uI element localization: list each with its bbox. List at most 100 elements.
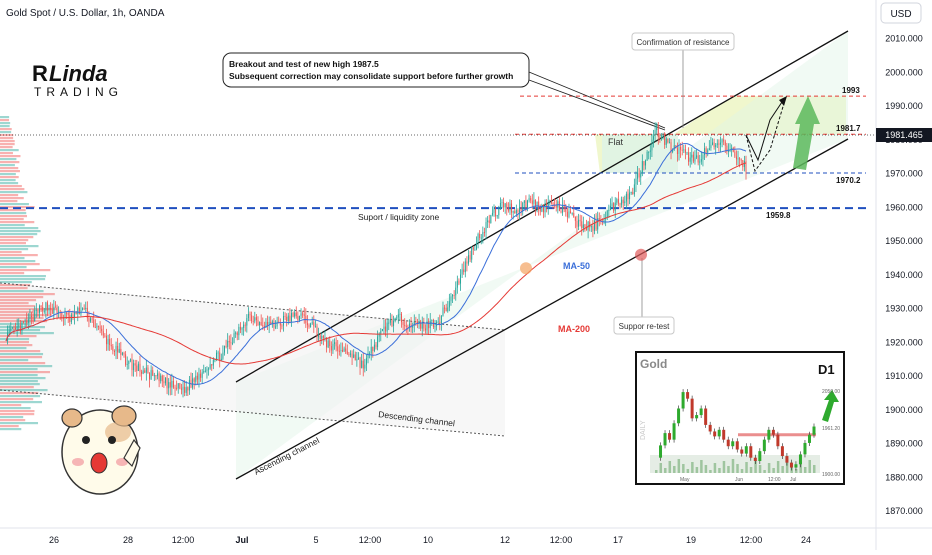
candle-body [15, 327, 17, 330]
volume-profile-bar [0, 389, 48, 392]
candle-body [209, 364, 211, 369]
candle-body [276, 321, 278, 327]
volume-profile-bar [0, 401, 42, 404]
candle-body [260, 322, 262, 326]
candle-body [217, 352, 219, 354]
candle-body [530, 198, 532, 201]
candle-body [123, 353, 125, 355]
candle-body [630, 192, 632, 194]
candle-body [689, 157, 691, 162]
candle-body [61, 313, 63, 318]
volume-profile-bar [0, 347, 27, 350]
volume-profile-bar [0, 152, 13, 155]
candle-body [547, 203, 549, 209]
candle-body [286, 316, 288, 322]
candle-body [351, 353, 353, 358]
candle-body [490, 215, 492, 223]
inset-volume-bar [794, 469, 798, 473]
candle-body [212, 359, 214, 366]
currency-button[interactable]: USD [890, 9, 911, 20]
candle-body [152, 370, 154, 376]
volume-profile-bar [0, 128, 12, 131]
candle-body [198, 373, 200, 380]
volume-profile-bar [0, 293, 55, 296]
candle-body [69, 315, 71, 322]
currency-button-frame[interactable] [880, 2, 922, 24]
volume-profile-bar [0, 413, 35, 416]
volume-profile-bar [0, 116, 10, 119]
inset-xtick-0: May [680, 477, 690, 483]
volume-profile-bar [0, 299, 37, 302]
candle-body [662, 135, 664, 138]
candle-body [164, 377, 166, 384]
inset-volume-bar [677, 459, 681, 473]
candle-body [726, 145, 728, 152]
candle-body [743, 161, 745, 168]
candle-body [281, 325, 283, 327]
y-tick-label: 1990.000 [885, 101, 923, 111]
candle-body [477, 234, 479, 244]
candle-body [216, 352, 218, 360]
candle-body [641, 161, 643, 174]
volume-profile-bar [0, 281, 32, 284]
candle-body [603, 219, 605, 223]
logo-name: Linda [49, 61, 108, 86]
candle-body [613, 203, 615, 211]
retest-marker [635, 248, 647, 261]
volume-profile-bar [0, 248, 29, 251]
candle-body [252, 320, 254, 322]
candle-body [131, 359, 133, 371]
candle-body [405, 325, 407, 327]
ascending-channel-lower [235, 138, 849, 480]
candle-body [362, 360, 364, 369]
candle-body [519, 207, 521, 213]
candle-body [724, 141, 726, 146]
inset-candle [686, 392, 690, 399]
inset-candle [699, 408, 703, 416]
candle-body [18, 325, 20, 327]
x-tick-label: Jul [235, 535, 248, 545]
candle-body [515, 210, 517, 214]
volume-profile-bar [0, 260, 36, 263]
candle-body [184, 386, 186, 393]
flat-label: Flat [608, 137, 624, 147]
volume-profile-bar [0, 386, 34, 389]
candle-body [185, 387, 187, 393]
candle-body [308, 325, 310, 328]
candle-body [420, 321, 422, 329]
candle-body [458, 280, 460, 284]
candle-body [522, 202, 524, 212]
inset-ytick-0: 2050.00 [822, 389, 840, 395]
candle-body [271, 321, 273, 325]
candle-body [126, 363, 128, 365]
inset-candle [812, 426, 816, 435]
volume-profile-bar [0, 419, 26, 422]
candle-body [691, 154, 693, 158]
candle-body [399, 313, 401, 315]
candle-body [101, 328, 103, 332]
candle-body [474, 249, 476, 251]
candle-body [678, 146, 680, 155]
volume-profile-bar [0, 218, 24, 221]
candle-body [21, 321, 23, 332]
candle-body [501, 202, 503, 204]
inset-volume-bar [731, 459, 735, 473]
x-tick-label: 10 [423, 535, 433, 545]
candle-body [88, 318, 90, 322]
candle-body [238, 326, 240, 336]
candle-body [546, 203, 548, 209]
candle-body [45, 302, 47, 311]
candle-body [415, 321, 417, 323]
y-tick-label: 1940.000 [885, 270, 923, 280]
candle-body [581, 221, 583, 229]
y-tick-label: 1950.000 [885, 236, 923, 246]
inset-volume-bar [668, 461, 672, 473]
candle-body [651, 139, 653, 151]
volume-profile-bar [0, 155, 21, 158]
candle-body [413, 321, 415, 326]
candle-body [507, 208, 509, 211]
candle-body [727, 150, 729, 152]
candle-body [168, 382, 170, 389]
